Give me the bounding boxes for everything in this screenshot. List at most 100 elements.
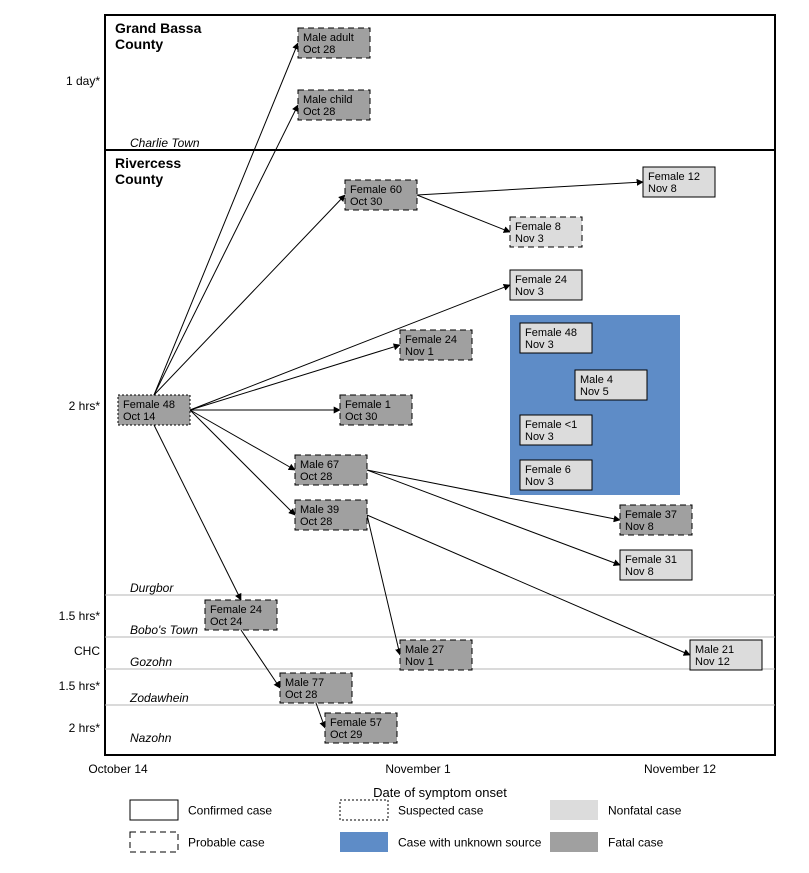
case-node: Male 27Nov 1 xyxy=(400,640,472,670)
case-node-line2: Nov 1 xyxy=(405,656,434,668)
case-node-line1: Female 37 xyxy=(625,509,677,521)
y-axis-label: 1.5 hrs* xyxy=(59,609,101,623)
case-node-line1: Male 67 xyxy=(300,459,339,471)
case-node-line2: Oct 29 xyxy=(330,729,362,741)
case-node-line1: Male 4 xyxy=(580,374,613,386)
case-node-line1: Female 1 xyxy=(345,399,391,411)
case-node: Female 24Nov 1 xyxy=(400,330,472,360)
town-label: Zodawhein xyxy=(129,691,189,705)
transmission-edge xyxy=(154,43,298,395)
x-axis-tick-label: October 14 xyxy=(88,762,148,776)
region-label: Rivercess xyxy=(115,155,181,171)
x-axis-tick-label: November 12 xyxy=(644,762,716,776)
case-node: Female 6Nov 3 xyxy=(520,460,592,490)
case-node: Female 48Nov 3 xyxy=(520,323,592,353)
case-node-line2: Nov 3 xyxy=(525,476,554,488)
case-node: Female 37Nov 8 xyxy=(620,505,692,535)
case-node-line2: Nov 8 xyxy=(648,183,677,195)
case-node: Male 21Nov 12 xyxy=(690,640,762,670)
case-node: Female 1Oct 30 xyxy=(340,395,412,425)
case-node-line1: Female <1 xyxy=(525,419,577,431)
case-node: Female <1Nov 3 xyxy=(520,415,592,445)
case-node: Male 4Nov 5 xyxy=(575,370,647,400)
transmission-edge xyxy=(316,703,325,728)
legend-label: Fatal case xyxy=(608,835,664,849)
case-node-line2: Oct 28 xyxy=(303,106,335,118)
case-node-line2: Nov 3 xyxy=(515,286,544,298)
transmission-edge xyxy=(154,425,241,600)
town-label: Bobo's Town xyxy=(130,623,198,637)
case-node-line1: Male adult xyxy=(303,32,354,44)
transmission-edge xyxy=(417,195,510,232)
case-node: Male 77Oct 28 xyxy=(280,673,352,703)
y-axis-label: 2 hrs* xyxy=(69,399,101,413)
legend-label: Nonfatal case xyxy=(608,803,682,817)
case-node: Female 31Nov 8 xyxy=(620,550,692,580)
case-node-line1: Male 21 xyxy=(695,644,734,656)
transmission-edge xyxy=(367,515,690,655)
case-node-line1: Female 24 xyxy=(405,334,457,346)
legend-label: Probable case xyxy=(188,835,265,849)
case-node-line2: Nov 8 xyxy=(625,521,654,533)
case-node-line2: Oct 30 xyxy=(350,196,382,208)
case-node-line1: Female 31 xyxy=(625,554,677,566)
x-axis-title: Date of symptom onset xyxy=(373,785,507,800)
case-node-line1: Female 60 xyxy=(350,184,402,196)
case-node: Female 60Oct 30 xyxy=(345,180,417,210)
case-node: Female 24Oct 24 xyxy=(205,600,277,630)
case-node: Female 8Nov 3 xyxy=(510,217,582,247)
transmission-edge xyxy=(190,410,295,470)
legend-swatch xyxy=(340,800,388,820)
case-node-line2: Nov 1 xyxy=(405,346,434,358)
legend-swatch xyxy=(130,832,178,852)
region-label: County xyxy=(115,36,163,52)
y-axis-label: 2 hrs* xyxy=(69,721,101,735)
transmission-edge xyxy=(367,515,400,655)
region-label: County xyxy=(115,171,163,187)
case-node-line2: Nov 3 xyxy=(515,233,544,245)
town-label: Durgbor xyxy=(130,581,174,595)
y-axis-label: 1.5 hrs* xyxy=(59,679,101,693)
case-node-line2: Nov 12 xyxy=(695,656,730,668)
legend-swatch xyxy=(340,832,388,852)
case-node-line1: Female 24 xyxy=(515,274,567,286)
case-node-line1: Female 57 xyxy=(330,717,382,729)
transmission-edge xyxy=(241,630,280,688)
case-node: Female 12Nov 8 xyxy=(643,167,715,197)
legend-label: Suspected case xyxy=(398,803,484,817)
transmission-edge xyxy=(417,182,643,195)
case-node: Female 24Nov 3 xyxy=(510,270,582,300)
legend-label: Case with unknown source xyxy=(398,835,542,849)
case-node: Male 39Oct 28 xyxy=(295,500,367,530)
case-node-line2: Nov 3 xyxy=(525,339,554,351)
region-label: Grand Bassa xyxy=(115,20,202,36)
legend-swatch xyxy=(550,832,598,852)
case-node-line2: Nov 5 xyxy=(580,386,609,398)
case-node-line2: Nov 3 xyxy=(525,431,554,443)
case-node: Male 67Oct 28 xyxy=(295,455,367,485)
town-label: Nazohn xyxy=(130,731,172,745)
case-node-line2: Nov 8 xyxy=(625,566,654,578)
transmission-edge xyxy=(154,195,345,395)
case-node-line1: Male 39 xyxy=(300,504,339,516)
case-node-line1: Female 48 xyxy=(525,327,577,339)
case-node-line2: Oct 28 xyxy=(300,471,332,483)
case-node-line2: Oct 30 xyxy=(345,411,377,423)
case-node-line1: Female 6 xyxy=(525,464,571,476)
case-node-line2: Oct 14 xyxy=(123,411,155,423)
case-node-line1: Male 27 xyxy=(405,644,444,656)
legend-label: Confirmed case xyxy=(188,803,272,817)
town-label: Charlie Town xyxy=(130,136,200,150)
case-node-line1: Male child xyxy=(303,94,353,106)
case-node-line1: Female 24 xyxy=(210,604,262,616)
y-axis-label: CHC xyxy=(74,644,100,658)
legend-swatch xyxy=(130,800,178,820)
case-node-line1: Female 12 xyxy=(648,171,700,183)
case-node-line2: Oct 28 xyxy=(303,44,335,56)
case-node: Male adultOct 28 xyxy=(298,28,370,58)
diagram-svg: Grand BassaCountyRivercessCountyCharlie … xyxy=(0,0,809,873)
legend-swatch xyxy=(550,800,598,820)
case-node-line2: Oct 24 xyxy=(210,616,242,628)
epidemic-chain-diagram: Grand BassaCountyRivercessCountyCharlie … xyxy=(0,0,809,873)
case-node-line2: Oct 28 xyxy=(285,689,317,701)
